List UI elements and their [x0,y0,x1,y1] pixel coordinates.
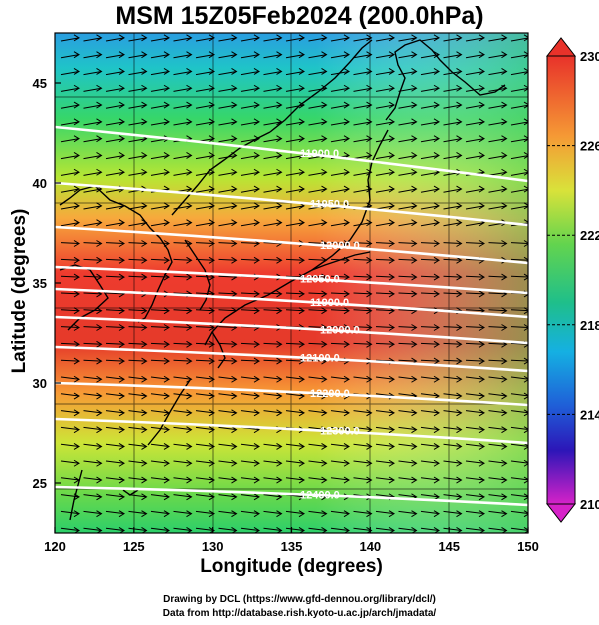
x-tick-label: 150 [517,539,539,554]
x-axis: 120 125 130 135 140 145 150 [44,527,539,554]
colorbar-tick-label: 226 [580,139,599,154]
colorbar-tick-label: 222 [580,228,599,243]
colorbar-bottom-arrow [545,503,577,523]
colorbar-tick-label: 214 [580,407,599,422]
map-title: MSM 15Z05Feb2024 (200.0hPa) [115,2,484,30]
x-tick-label: 145 [438,539,460,554]
contour-label: 12300.0 [320,425,360,437]
x-tick-label: 120 [44,539,66,554]
y-tick-label: 30 [33,376,47,391]
x-tick-label: 140 [359,539,381,554]
x-tick-label: 125 [123,539,145,554]
contour-label: 12050.0 [300,273,340,285]
contour-label: 12400.0 [300,489,340,501]
x-tick-label: 130 [202,539,224,554]
contour-label: 11900.0 [310,297,349,309]
contour-label: 12100.0 [300,352,340,364]
credit-data: Data from http://database.rish.kyoto-u.a… [162,608,437,619]
y-axis: 25 30 35 40 45 [33,76,61,491]
x-tick-label: 135 [281,539,303,554]
credit-drawing: Drawing by DCL (https://www.gfd-dennou.o… [163,594,436,605]
x-axis-label: Longitude (degrees) [200,556,383,577]
contour-label: 12200.0 [310,388,350,400]
colorbar-top-arrow [545,37,577,57]
colorbar-tick-label: 230 [580,49,599,64]
colorbar-tick-label: 210 [580,497,599,512]
wind-vectors [60,34,528,533]
contour-label: 11900.0 [300,148,339,160]
contour-label: 12000.0 [320,240,360,252]
colorbar: 230 226 222 218 214 210 [545,37,599,523]
y-tick-label: 45 [33,76,47,91]
y-tick-label: 40 [33,176,47,191]
height-contours: 11900.0 11950.0 12000.0 12050.0 11900.0 12000… [55,125,528,507]
contour-label: 11950.0 [310,199,349,211]
colorbar-tick-label: 218 [580,318,599,333]
contour-label: 12000.0 [320,325,360,337]
colorbar-scale [546,55,576,505]
y-tick-label: 35 [33,276,47,291]
y-axis-label: Latitude (degrees) [9,208,30,374]
y-tick-label: 25 [33,476,47,491]
